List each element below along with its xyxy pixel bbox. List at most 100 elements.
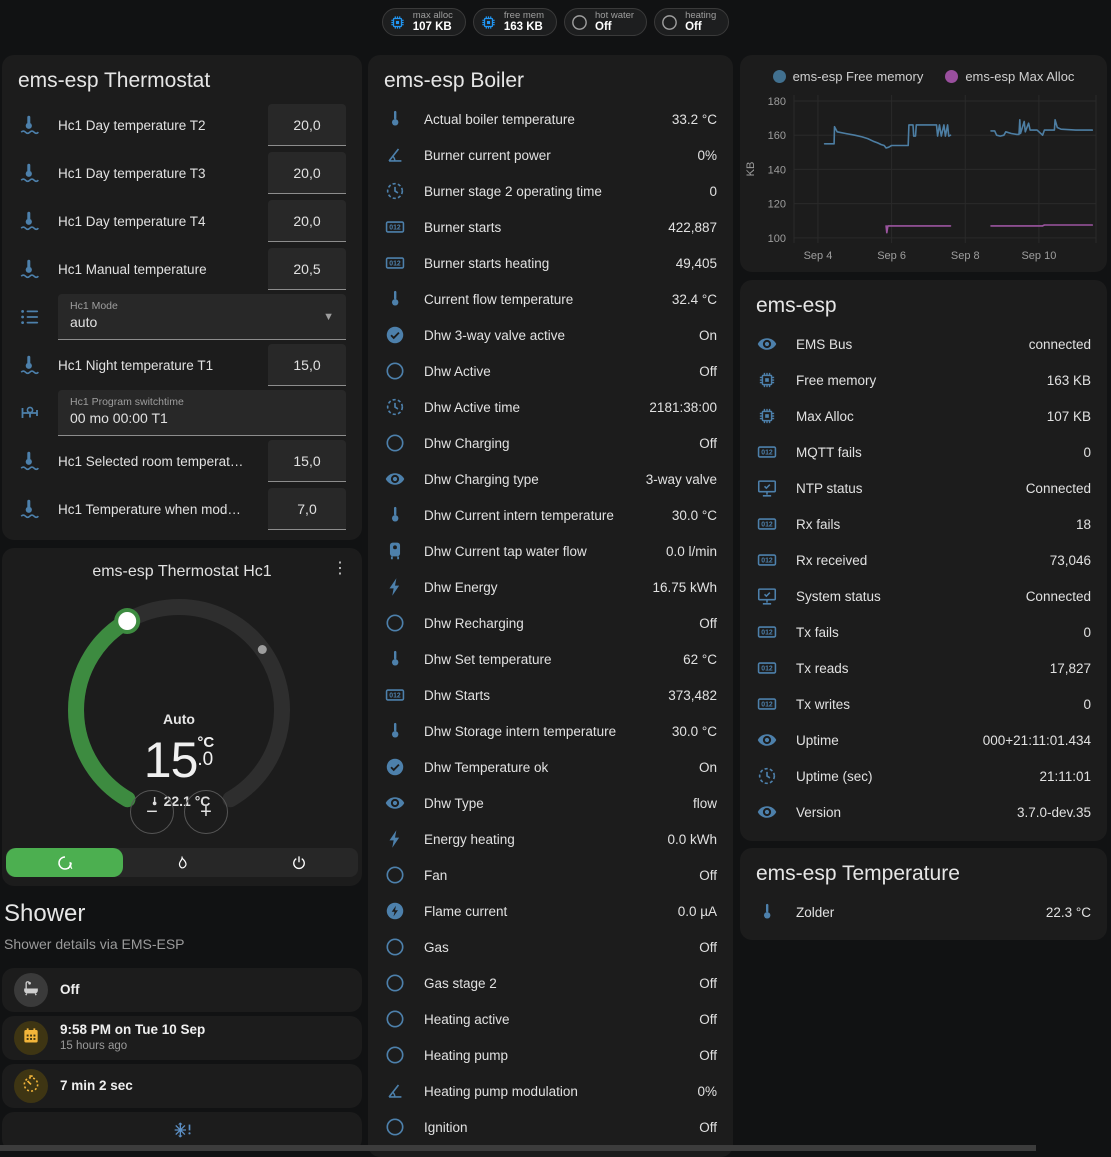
entity-row[interactable]: Flame current 0.0 µA (368, 893, 733, 929)
entity-row[interactable]: Dhw Type flow (368, 785, 733, 821)
entity-label: Burner starts (424, 219, 502, 235)
entity-row[interactable]: Dhw Energy 16.75 kWh (368, 569, 733, 605)
mode-off-button[interactable] (241, 848, 358, 877)
entity-value: Off (699, 363, 717, 379)
entity-row[interactable]: 012 Rx received 73,046 (740, 542, 1107, 578)
kebab-menu-icon[interactable]: ⋮ (332, 560, 348, 577)
temp-decrease-button[interactable]: − (130, 790, 174, 834)
entity-row[interactable]: Max Alloc 107 KB (740, 398, 1107, 434)
entity-row[interactable]: Dhw Storage intern temperature 30.0 °C (368, 713, 733, 749)
entity-row[interactable]: 012 Burner starts heating 49,405 (368, 245, 733, 281)
card-primary-text: Off (60, 981, 80, 997)
legend-dot-icon (772, 70, 786, 83)
entity-row[interactable]: Dhw Active Off (368, 353, 733, 389)
entity-row[interactable]: Uptime (sec) 21:11:01 (740, 758, 1107, 794)
thermostat-dial-card: ems-esp Thermostat Hc1 ⋮ Auto 15 °C .0 22.… (2, 548, 362, 886)
dial-handle-dot[interactable] (118, 612, 137, 630)
entity-row[interactable]: 012 Tx writes 0 (740, 686, 1107, 722)
entity-row[interactable]: Dhw 3-way valve active On (368, 317, 733, 353)
entity-row[interactable]: Dhw Charging Off (368, 425, 733, 461)
entity-value: Off (699, 939, 717, 955)
entity-row[interactable]: Dhw Current intern temperature 30.0 °C (368, 497, 733, 533)
timer-icon (21, 1074, 41, 1099)
entity-label: Heating pump (424, 1047, 509, 1063)
status-chip-free-mem[interactable]: free mem 163 KB (472, 8, 557, 36)
check-circle-icon (384, 756, 406, 778)
entity-row[interactable]: 012 Burner starts 422,887 (368, 209, 733, 245)
entity-label: Current flow temperature (424, 291, 574, 307)
entity-row[interactable]: EMS Bus connected (740, 326, 1107, 362)
mode-heat-button[interactable] (123, 848, 240, 877)
clock-icon (384, 396, 406, 418)
entity-row[interactable]: Heating active Off (368, 1001, 733, 1037)
entity-value: 21:11:01 (1039, 768, 1091, 784)
shower-status-card[interactable]: 9:58 PM on Tue 10 Sep 15 hours ago (2, 1016, 362, 1060)
shower-status-card[interactable]: Off (2, 968, 362, 1012)
entity-row[interactable]: 012 MQTT fails 0 (740, 434, 1107, 470)
number-input[interactable]: 20,0 (268, 104, 346, 146)
entity-label: Dhw 3-way valve active (424, 327, 566, 343)
entity-row[interactable]: Current flow temperature 32.4 °C (368, 281, 733, 317)
entity-label: Hc1 Day temperature T3 (58, 165, 206, 181)
mode-auto-button[interactable]: A (6, 848, 124, 877)
legend-item[interactable]: ems-esp Free memory (772, 69, 923, 84)
entity-row[interactable]: Version 3.7.0-dev.35 (740, 794, 1107, 830)
entity-row[interactable]: 012 Tx reads 17,827 (740, 650, 1107, 686)
entity-row[interactable]: Dhw Temperature ok On (368, 749, 733, 785)
entity-row[interactable]: Heating pump modulation 0% (368, 1073, 733, 1109)
svg-text:012: 012 (761, 666, 773, 673)
counter-icon: 012 (384, 216, 406, 238)
entity-row[interactable]: 012 Rx fails 18 (740, 506, 1107, 542)
entity-row[interactable]: NTP status Connected (740, 470, 1107, 506)
counter-icon: 012 (756, 441, 778, 463)
counter-icon: 012 (384, 252, 406, 274)
thermostat-entity-row: Hc1 Selected room temperat… 15,0 (18, 437, 346, 485)
number-input[interactable]: 20,0 (268, 200, 346, 242)
number-input[interactable]: 20,0 (268, 152, 346, 194)
number-input[interactable]: 7,0 (268, 488, 346, 530)
y-tick-label: 120 (768, 199, 786, 211)
svg-text:012: 012 (389, 693, 401, 700)
thermometer-water-icon (18, 353, 42, 377)
entity-label: Tx reads (796, 660, 849, 676)
entity-row[interactable]: Dhw Charging type 3-way valve (368, 461, 733, 497)
entity-row[interactable]: Gas stage 2 Off (368, 965, 733, 1001)
number-input[interactable]: 15,0 (268, 440, 346, 482)
entity-row[interactable]: Free memory 163 KB (740, 362, 1107, 398)
entity-row[interactable]: Uptime 000+21:11:01.434 (740, 722, 1107, 758)
entity-row[interactable]: Dhw Current tap water flow 0.0 l/min (368, 533, 733, 569)
boiler-card: ems-esp Boiler Actual boiler temperature… (368, 55, 733, 1157)
temp-increase-button[interactable]: + (184, 790, 228, 834)
entity-row[interactable]: Ignition Off (368, 1109, 733, 1145)
thermometer-water-icon (18, 497, 42, 521)
entity-row[interactable]: Burner stage 2 operating time 0 (368, 173, 733, 209)
card-title: ems-esp (756, 294, 837, 317)
mode-select[interactable]: Hc1 Mode auto ▼ (58, 294, 346, 340)
entity-label: Hc1 Night temperature T1 (58, 357, 214, 373)
entity-row[interactable]: Gas Off (368, 929, 733, 965)
entity-row[interactable]: Burner current power 0% (368, 137, 733, 173)
entity-row[interactable]: System status Connected (740, 578, 1107, 614)
shower-status-card[interactable]: 7 min 2 sec (2, 1064, 362, 1108)
text-input[interactable]: Hc1 Program switchtime 00 mo 00:00 T1 (58, 390, 346, 436)
entity-value: connected (1028, 336, 1091, 352)
entity-row[interactable]: Heating pump Off (368, 1037, 733, 1073)
frost-card[interactable] (2, 1112, 362, 1151)
entity-row[interactable]: Dhw Set temperature 62 °C (368, 641, 733, 677)
angle-acute-icon (384, 1080, 406, 1102)
entity-row[interactable]: Actual boiler temperature 33.2 °C (368, 101, 733, 137)
number-input[interactable]: 15,0 (268, 344, 346, 386)
entity-row[interactable]: Dhw Active time 2181:38:00 (368, 389, 733, 425)
entity-row[interactable]: Dhw Recharging Off (368, 605, 733, 641)
thermostat-entity-row: Hc1 Mode auto ▼ (18, 293, 346, 341)
status-chip-hot-water[interactable]: hot water Off (564, 8, 648, 36)
number-input[interactable]: 20,5 (268, 248, 346, 290)
status-chip-max-alloc[interactable]: max alloc 107 KB (381, 8, 466, 36)
status-chip-heating[interactable]: heating Off (654, 8, 730, 36)
entity-row[interactable]: Zolder 22.3 °C (740, 894, 1107, 930)
entity-row[interactable]: Fan Off (368, 857, 733, 893)
legend-item[interactable]: ems-esp Max Alloc (945, 69, 1074, 84)
entity-row[interactable]: Energy heating 0.0 kWh (368, 821, 733, 857)
entity-row[interactable]: 012 Tx fails 0 (740, 614, 1107, 650)
entity-row[interactable]: 012 Dhw Starts 373,482 (368, 677, 733, 713)
